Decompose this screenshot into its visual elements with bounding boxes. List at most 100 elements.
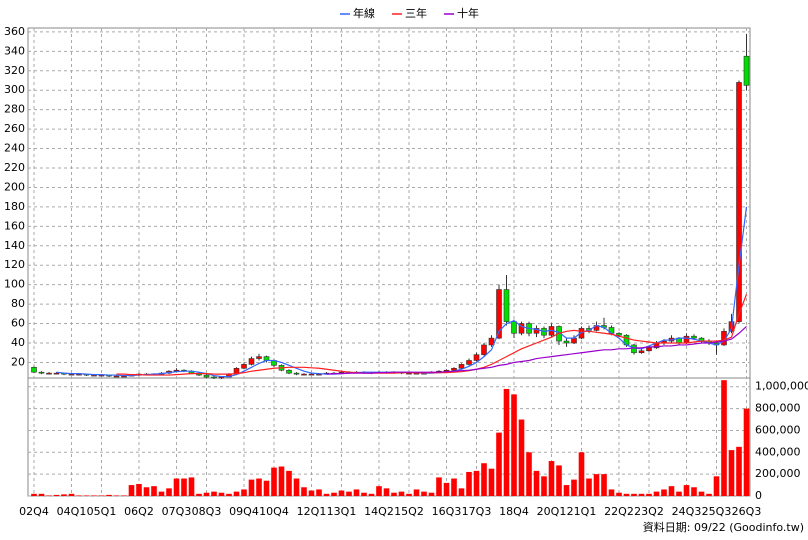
- volume-bar: [728, 450, 735, 496]
- y-tick-label: 280: [4, 103, 25, 116]
- volume-bar: [211, 491, 217, 496]
- candle-body: [46, 372, 52, 375]
- volume-bar: [128, 485, 135, 496]
- x-tick-label: 20Q1: [537, 505, 567, 518]
- x-tick-label: 05Q1: [87, 505, 117, 518]
- legend-label: 年線: [353, 6, 375, 20]
- volume-bar: [248, 479, 255, 496]
- legend-label: 十年: [457, 6, 479, 20]
- plot-frame: [27, 27, 751, 497]
- volume-bar: [548, 461, 555, 496]
- candle-body: [38, 371, 45, 374]
- volume-bar: [458, 488, 465, 496]
- x-tick-label: 12Q1: [297, 505, 327, 518]
- candle-body: [286, 369, 292, 374]
- x-tick-label: 26Q3: [732, 505, 762, 518]
- candle-body: [563, 340, 570, 344]
- y-tick-label: 200,000: [755, 467, 801, 480]
- volume-bar: [256, 478, 262, 496]
- volume-bar: [713, 476, 720, 496]
- y-tick-label: 320: [4, 64, 25, 77]
- volume-bar: [391, 492, 397, 496]
- volume-bar: [196, 493, 202, 496]
- volume-bar: [586, 478, 592, 496]
- volume-bar: [181, 478, 187, 496]
- candle-body: [518, 323, 525, 334]
- y-tick-label: 180: [4, 200, 25, 213]
- volume-bar: [53, 494, 60, 496]
- volume-bar: [541, 476, 547, 496]
- volume-bar: [623, 493, 630, 496]
- candle-body: [481, 344, 487, 355]
- volume-bar: [466, 471, 472, 496]
- volume-bar: [533, 470, 540, 496]
- candle-body: [308, 373, 315, 376]
- volume-bar: [61, 494, 67, 496]
- x-tick-label: 16Q3: [432, 505, 462, 518]
- volume-bar: [488, 468, 495, 496]
- y-tick-label: 60: [11, 317, 25, 330]
- x-tick-label: 09Q4: [229, 505, 259, 518]
- volume-bar: [278, 466, 285, 496]
- candle-body: [91, 374, 97, 377]
- x-tick-label: 08Q3: [192, 505, 222, 518]
- candle-body: [736, 82, 742, 322]
- candle-body: [473, 354, 480, 361]
- volume-bar: [683, 485, 690, 496]
- volume-bar: [158, 491, 165, 496]
- legend-label: 三年: [405, 6, 427, 20]
- volume-bar: [233, 491, 240, 496]
- candle-body: [743, 55, 750, 86]
- candle-body: [488, 337, 495, 346]
- volume-bar: [83, 495, 90, 496]
- y-tick-label: 1,000,000: [755, 380, 808, 393]
- volume-bar: [428, 492, 435, 496]
- y-tick-label: 40: [11, 336, 25, 349]
- volume-bar: [368, 493, 375, 496]
- candle-body: [503, 289, 510, 322]
- volume-bar: [346, 491, 352, 496]
- candle-body: [466, 360, 472, 365]
- volume-bar: [668, 486, 675, 496]
- volume-bar: [436, 477, 442, 496]
- candle-body: [616, 332, 622, 336]
- volume-bar: [503, 388, 510, 496]
- candle-body: [256, 356, 262, 359]
- candle-body: [301, 373, 307, 376]
- volume-bar: [653, 491, 660, 496]
- volume-bar: [721, 380, 727, 496]
- volume-bar: [593, 474, 600, 496]
- volume-bar: [31, 493, 37, 496]
- y-tick-label: 300: [4, 83, 25, 96]
- x-tick-label: 17Q3: [462, 505, 492, 518]
- x-tick-label: 24Q3: [672, 505, 702, 518]
- candle-body: [53, 372, 60, 375]
- y-tick-label: 400,000: [755, 445, 801, 458]
- volume-bar: [286, 470, 292, 496]
- volume-bar: [398, 491, 405, 496]
- y-tick-label: 240: [4, 142, 25, 155]
- candle-body: [533, 328, 540, 334]
- candle-body: [496, 289, 502, 339]
- y-tick-label: 220: [4, 161, 25, 174]
- volume-bar: [331, 492, 337, 496]
- volume-bar: [203, 492, 210, 496]
- volume-bar: [106, 494, 112, 496]
- candle-body: [211, 376, 217, 379]
- volume-bar: [46, 495, 52, 496]
- x-tick-label: 06Q2: [124, 505, 154, 518]
- y-tick-label: 120: [4, 258, 25, 271]
- x-tick-label: 14Q2: [364, 505, 394, 518]
- candle-body: [571, 337, 577, 344]
- volume-bar: [271, 467, 277, 496]
- volume-bar: [151, 486, 157, 496]
- candle-body: [721, 331, 727, 346]
- volume-bar: [661, 489, 667, 496]
- volume-bar: [496, 432, 502, 496]
- candle-body: [451, 367, 457, 371]
- volume-bar: [218, 492, 225, 496]
- candle-body: [406, 372, 412, 375]
- candle-body: [646, 347, 652, 352]
- volume-bar: [743, 408, 750, 496]
